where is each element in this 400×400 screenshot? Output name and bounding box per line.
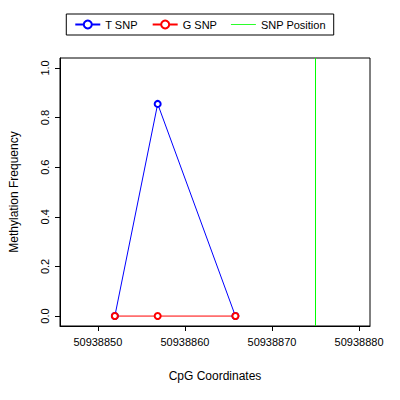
- svg-text:50938870: 50938870: [248, 336, 297, 348]
- svg-text:0.8: 0.8: [39, 110, 51, 125]
- svg-text:0.0: 0.0: [39, 308, 51, 323]
- svg-text:Methylation Frequency: Methylation Frequency: [7, 131, 21, 252]
- svg-text:0.2: 0.2: [39, 259, 51, 274]
- svg-text:G SNP: G SNP: [183, 19, 217, 31]
- svg-text:50938860: 50938860: [160, 336, 209, 348]
- svg-text:1.0: 1.0: [39, 60, 51, 75]
- svg-text:CpG Coordinates: CpG Coordinates: [169, 369, 262, 383]
- svg-text:SNP Position: SNP Position: [261, 19, 326, 31]
- svg-text:0.6: 0.6: [39, 160, 51, 175]
- svg-text:50938880: 50938880: [335, 336, 384, 348]
- svg-text:0.4: 0.4: [39, 209, 51, 224]
- svg-text:50938850: 50938850: [73, 336, 122, 348]
- svg-text:T SNP: T SNP: [105, 19, 137, 31]
